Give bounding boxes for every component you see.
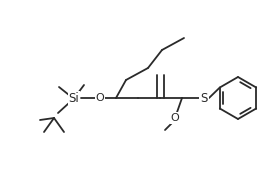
Text: O: O bbox=[171, 113, 179, 123]
Text: O: O bbox=[96, 93, 104, 103]
Text: S: S bbox=[200, 92, 208, 104]
Text: Si: Si bbox=[69, 92, 80, 104]
Text: O: O bbox=[171, 113, 179, 123]
Text: O: O bbox=[96, 93, 104, 103]
Text: S: S bbox=[200, 92, 208, 104]
Text: Si: Si bbox=[69, 92, 80, 104]
